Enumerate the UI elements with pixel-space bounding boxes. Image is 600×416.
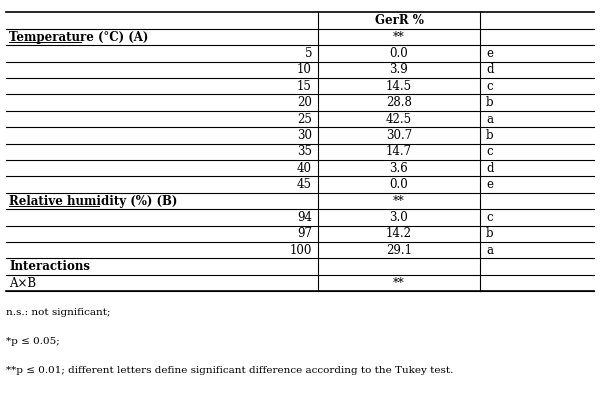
Text: e: e <box>486 47 493 60</box>
Text: 29.1: 29.1 <box>386 244 412 257</box>
Text: a: a <box>486 113 493 126</box>
Text: b: b <box>486 129 494 142</box>
Text: **p ≤ 0.01; different letters define significant difference according to the Tuk: **p ≤ 0.01; different letters define sig… <box>6 366 454 375</box>
Text: A×B: A×B <box>9 277 36 290</box>
Text: *p ≤ 0.05;: *p ≤ 0.05; <box>6 337 60 346</box>
Text: n.s.: not significant;: n.s.: not significant; <box>6 308 110 317</box>
Text: c: c <box>486 80 493 93</box>
Text: 3.6: 3.6 <box>389 162 409 175</box>
Text: **: ** <box>393 30 405 44</box>
Text: b: b <box>486 227 494 240</box>
Text: 20: 20 <box>297 96 312 109</box>
Text: 14.5: 14.5 <box>386 80 412 93</box>
Text: 94: 94 <box>297 211 312 224</box>
Text: e: e <box>486 178 493 191</box>
Text: 97: 97 <box>297 227 312 240</box>
Text: 14.7: 14.7 <box>386 145 412 158</box>
Text: 3.9: 3.9 <box>389 63 409 77</box>
Text: 45: 45 <box>297 178 312 191</box>
Text: 10: 10 <box>297 63 312 77</box>
Text: Temperature (°C) (A): Temperature (°C) (A) <box>9 30 148 44</box>
Text: b: b <box>486 96 494 109</box>
Text: 14.2: 14.2 <box>386 227 412 240</box>
Text: **: ** <box>393 277 405 290</box>
Text: 3.0: 3.0 <box>389 211 409 224</box>
Text: 0.0: 0.0 <box>389 178 409 191</box>
Text: 42.5: 42.5 <box>386 113 412 126</box>
Text: 35: 35 <box>297 145 312 158</box>
Text: d: d <box>486 63 494 77</box>
Text: GerR %: GerR % <box>374 14 424 27</box>
Text: 100: 100 <box>290 244 312 257</box>
Text: 30.7: 30.7 <box>386 129 412 142</box>
Text: c: c <box>486 211 493 224</box>
Text: 5: 5 <box>305 47 312 60</box>
Text: Interactions: Interactions <box>9 260 90 273</box>
Text: 0.0: 0.0 <box>389 47 409 60</box>
Text: 30: 30 <box>297 129 312 142</box>
Text: 25: 25 <box>297 113 312 126</box>
Text: **: ** <box>393 195 405 208</box>
Text: 15: 15 <box>297 80 312 93</box>
Text: a: a <box>486 244 493 257</box>
Text: Relative humidity (%) (B): Relative humidity (%) (B) <box>9 195 178 208</box>
Text: 28.8: 28.8 <box>386 96 412 109</box>
Text: d: d <box>486 162 494 175</box>
Text: c: c <box>486 145 493 158</box>
Text: 40: 40 <box>297 162 312 175</box>
